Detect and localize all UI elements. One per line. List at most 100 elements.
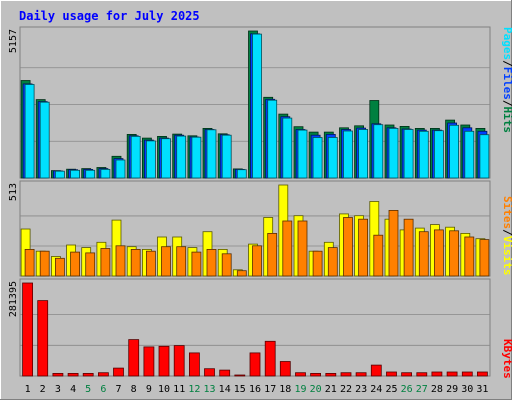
legend-files: Files bbox=[501, 67, 512, 100]
bar-pages-day-5 bbox=[85, 169, 96, 179]
x-tick-label: 30 bbox=[461, 384, 473, 395]
bar-kbytes-day-6 bbox=[98, 372, 109, 377]
bar-sites-day-14 bbox=[221, 253, 232, 277]
legend-kbytes: KBytes bbox=[501, 339, 512, 379]
bar-sites-day-2 bbox=[39, 250, 50, 277]
bar-kbytes-day-9 bbox=[143, 346, 155, 377]
bar-pages-day-30 bbox=[464, 130, 475, 179]
x-tick-label: 13 bbox=[203, 384, 215, 395]
x-tick-label: 23 bbox=[355, 384, 367, 395]
bar-kbytes-day-11 bbox=[173, 345, 185, 377]
bar-sites-day-16 bbox=[252, 245, 262, 277]
x-tick-label: 8 bbox=[131, 384, 137, 395]
bar-sites-day-18 bbox=[282, 220, 293, 277]
bar-kbytes-day-23 bbox=[355, 372, 367, 377]
bar-kbytes-day-14 bbox=[219, 369, 231, 377]
panel-kbytes: 281395 bbox=[8, 278, 491, 377]
bar-sites-day-4 bbox=[70, 251, 80, 277]
bar-kbytes-day-21 bbox=[325, 372, 337, 377]
x-tick-label: 26 bbox=[401, 384, 413, 395]
chart-title: Daily usage for July 2025 bbox=[19, 9, 200, 23]
bar-pages-day-4 bbox=[70, 169, 80, 179]
series-kbytes bbox=[22, 282, 488, 377]
bar-pages-day-31 bbox=[479, 134, 490, 179]
x-tick-label: 12 bbox=[188, 384, 200, 395]
bar-sites-day-27 bbox=[418, 231, 429, 277]
chart-panels: 5157 513 281395 bbox=[8, 26, 491, 377]
legend-sites: Sites bbox=[501, 196, 512, 229]
right-legend-2: Sites/Visits bbox=[501, 196, 512, 276]
bar-pages-day-10 bbox=[161, 138, 171, 179]
bar-pages-day-8 bbox=[130, 135, 141, 179]
bar-sites-day-24 bbox=[373, 234, 384, 277]
bar-kbytes-day-27 bbox=[416, 372, 428, 377]
bar-pages-day-20 bbox=[312, 137, 323, 179]
bar-pages-day-24 bbox=[373, 124, 384, 179]
bar-kbytes-day-4 bbox=[67, 372, 79, 377]
x-tick-label: 19 bbox=[294, 384, 306, 395]
bar-pages-day-29 bbox=[449, 124, 460, 179]
bar-sites-day-30 bbox=[464, 236, 475, 277]
x-tick-label: 24 bbox=[370, 384, 382, 395]
bar-kbytes-day-24 bbox=[370, 364, 382, 377]
bar-kbytes-day-31 bbox=[476, 371, 488, 377]
bar-kbytes-day-22 bbox=[340, 372, 352, 377]
x-tick-label: 7 bbox=[115, 384, 121, 395]
bar-pages-day-21 bbox=[327, 137, 338, 179]
x-tick-label: 11 bbox=[173, 384, 185, 395]
bar-kbytes-day-20 bbox=[310, 372, 322, 377]
bar-kbytes-day-5 bbox=[82, 372, 94, 377]
bar-pages-day-23 bbox=[358, 129, 369, 179]
x-tick-label: 22 bbox=[340, 384, 352, 395]
bar-pages-day-16 bbox=[252, 33, 262, 179]
y-max-label: 513 bbox=[8, 183, 19, 201]
x-tick-label: 29 bbox=[446, 384, 458, 395]
bar-sites-day-20 bbox=[312, 250, 323, 277]
bar-sites-day-1 bbox=[24, 248, 35, 277]
x-tick-label: 3 bbox=[55, 384, 61, 395]
bar-kbytes-day-2 bbox=[37, 300, 49, 377]
bar-pages-day-6 bbox=[100, 168, 111, 179]
x-tick-label: 4 bbox=[70, 384, 76, 395]
legend-separator: / bbox=[501, 229, 512, 236]
bar-sites-day-26 bbox=[403, 218, 414, 277]
legend-pages: Pages bbox=[501, 27, 512, 60]
bar-sites-day-3 bbox=[55, 257, 65, 277]
x-tick-label: 25 bbox=[385, 384, 397, 395]
legend-hits: Hits bbox=[501, 107, 512, 134]
bar-pages-day-22 bbox=[343, 130, 353, 179]
right-legend-3: KBytes bbox=[501, 339, 512, 379]
x-tick-label: 2 bbox=[40, 384, 46, 395]
x-tick-label: 10 bbox=[158, 384, 170, 395]
bar-sites-day-25 bbox=[388, 209, 399, 277]
x-tick-label: 5 bbox=[85, 384, 91, 395]
bar-pages-day-25 bbox=[388, 127, 399, 179]
bar-pages-day-11 bbox=[176, 135, 187, 179]
bar-pages-day-18 bbox=[282, 117, 293, 179]
bar-kbytes-day-1 bbox=[22, 282, 34, 377]
bar-sites-day-15 bbox=[236, 270, 247, 277]
bar-sites-day-9 bbox=[145, 250, 156, 277]
bar-sites-day-7 bbox=[115, 245, 126, 277]
y-max-label: 281395 bbox=[8, 281, 19, 317]
bar-sites-day-11 bbox=[176, 246, 187, 277]
bar-kbytes-day-10 bbox=[158, 345, 170, 377]
x-tick-label: 31 bbox=[476, 384, 488, 395]
bar-kbytes-day-25 bbox=[386, 371, 397, 377]
bar-pages-day-19 bbox=[297, 129, 308, 179]
bar-pages-day-28 bbox=[433, 130, 444, 179]
series-pages bbox=[24, 33, 490, 179]
x-tick-label: 21 bbox=[325, 384, 337, 395]
x-tick-label: 18 bbox=[279, 384, 291, 395]
panel-hits-files-pages: 5157 bbox=[8, 26, 491, 179]
x-tick-label: 15 bbox=[234, 384, 246, 395]
bar-sites-day-5 bbox=[85, 252, 96, 277]
bar-sites-day-8 bbox=[130, 248, 141, 277]
bar-pages-day-2 bbox=[39, 101, 50, 179]
bar-pages-day-14 bbox=[221, 134, 232, 179]
bar-pages-day-3 bbox=[55, 170, 65, 179]
bar-kbytes-day-12 bbox=[188, 352, 200, 377]
x-tick-label: 27 bbox=[416, 384, 428, 395]
